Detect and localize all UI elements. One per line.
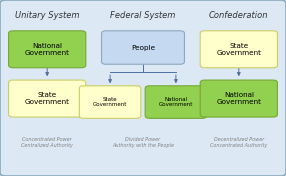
Text: Divided Power
Authority with the People: Divided Power Authority with the People bbox=[112, 137, 174, 148]
Text: State
Government: State Government bbox=[216, 43, 261, 56]
Text: National
Government: National Government bbox=[25, 43, 70, 56]
Text: Federal System: Federal System bbox=[110, 11, 176, 20]
Text: Concentrated Power
Centralized Authority: Concentrated Power Centralized Authority bbox=[21, 137, 73, 148]
Text: People: People bbox=[131, 45, 155, 51]
Text: National
Government: National Government bbox=[159, 97, 193, 108]
Text: Decentralized Power
Concentrated Authority: Decentralized Power Concentrated Authori… bbox=[210, 137, 267, 148]
Text: State
Government: State Government bbox=[25, 92, 70, 105]
Text: Unitary System: Unitary System bbox=[15, 11, 80, 20]
FancyBboxPatch shape bbox=[79, 86, 141, 118]
Text: State
Government: State Government bbox=[93, 97, 127, 108]
FancyBboxPatch shape bbox=[200, 31, 277, 68]
FancyBboxPatch shape bbox=[102, 31, 184, 64]
Text: National
Government: National Government bbox=[216, 92, 261, 105]
Text: Confederation: Confederation bbox=[209, 11, 269, 20]
FancyBboxPatch shape bbox=[145, 86, 206, 118]
FancyBboxPatch shape bbox=[9, 80, 86, 117]
FancyBboxPatch shape bbox=[200, 80, 277, 117]
FancyBboxPatch shape bbox=[9, 31, 86, 68]
